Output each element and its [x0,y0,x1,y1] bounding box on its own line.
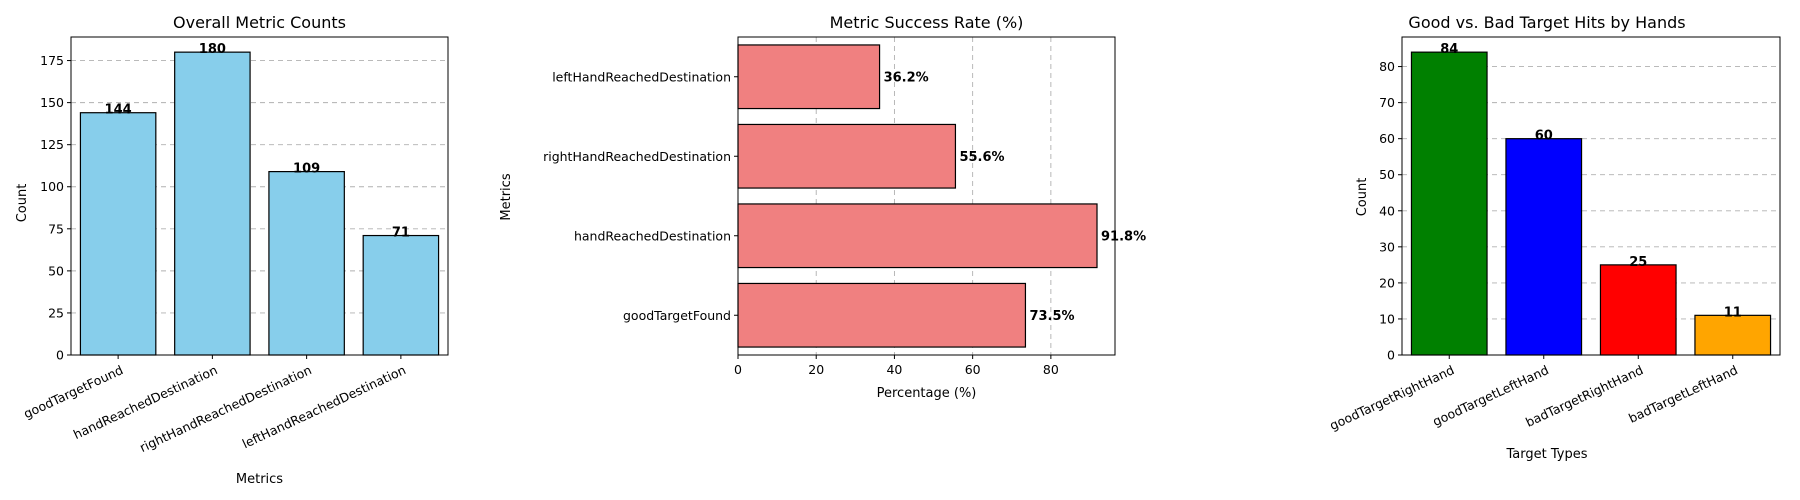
data-label: 55.6% [959,150,1004,165]
data-label: 73.5% [1029,309,1074,324]
x-axis-label: Percentage (%) [877,386,977,401]
x-tick-label: 80 [1043,362,1059,377]
bar [1599,264,1677,356]
y-tick-label: leftHandReachedDestination [552,69,731,84]
chart-title: Overall Metric Counts [173,13,346,32]
chart-title: Good vs. Bad Target Hits by Hands [1408,13,1685,32]
y-tick-label: 80 [1379,59,1395,74]
data-label: 60 [1535,129,1553,144]
y-tick-label: 40 [1379,203,1395,218]
y-tick-label: 100 [40,179,64,194]
bar [737,282,1027,348]
x-axis-label: Target Types [1506,447,1588,462]
chart-title: Metric Success Rate (%) [830,13,1024,32]
x-tick-label: 20 [808,362,824,377]
x-tick-label: leftHandReachedDestination [240,362,408,451]
y-tick-label: 30 [1379,239,1395,254]
bar [362,234,440,356]
chart-metric-success-rate: Metric Success Rate (%) Percentage (%) M… [499,13,1146,401]
bar [737,123,957,189]
data-label: 36.2% [884,70,929,85]
bar [737,203,1098,269]
x-axis-label: Metrics [236,472,283,487]
data-label: 91.8% [1101,229,1146,244]
y-tick-label: 25 [48,305,64,320]
y-tick-label: 20 [1379,275,1395,290]
bar [268,171,345,356]
bar [1694,314,1772,356]
y-axis-label: Metrics [499,173,514,220]
y-tick-label: 50 [1379,167,1395,182]
y-tick-label: 60 [1379,131,1395,146]
data-label: 25 [1629,255,1647,270]
data-label: 84 [1440,42,1458,57]
y-tick-label: 75 [48,221,64,236]
x-tick-label: 60 [965,362,981,377]
y-tick-label: 175 [40,53,64,68]
data-label: 144 [105,103,132,118]
y-tick-label: 150 [40,95,64,110]
y-tick-label: 0 [56,348,64,363]
bar [1505,138,1583,356]
y-axis-label: Count [1355,178,1370,217]
y-tick-label: 125 [40,137,64,152]
data-label: 180 [199,42,226,57]
bar [174,51,251,356]
bar [79,112,157,356]
y-tick-label: handReachedDestination [574,228,731,243]
bar [1410,51,1488,356]
x-tick-label: 40 [886,362,902,377]
data-label: 109 [293,162,320,177]
data-label: 11 [1724,305,1742,320]
x-tick-label: 0 [734,362,742,377]
bar [737,44,881,110]
y-tick-label: rightHandReachedDestination [543,149,731,164]
data-label: 71 [392,226,410,241]
y-tick-label: 70 [1379,95,1395,110]
plot-frame [737,36,1116,356]
plot-frame [70,36,449,356]
x-tick-label: rightHandReachedDestination [137,362,314,455]
chart-good-vs-bad-target-hits: Good vs. Bad Target Hits by Hands Target… [1327,13,1781,462]
chart-overall-metric-counts: Overall Metric Counts Metrics Count 144 1… [15,13,449,487]
y-tick-label: goodTargetFound [623,308,731,323]
y-tick-label: 0 [1387,348,1395,363]
y-axis-label: Count [15,184,30,223]
y-tick-label: 10 [1379,311,1395,326]
plot-frame [1401,36,1781,356]
y-tick-label: 50 [48,263,64,278]
